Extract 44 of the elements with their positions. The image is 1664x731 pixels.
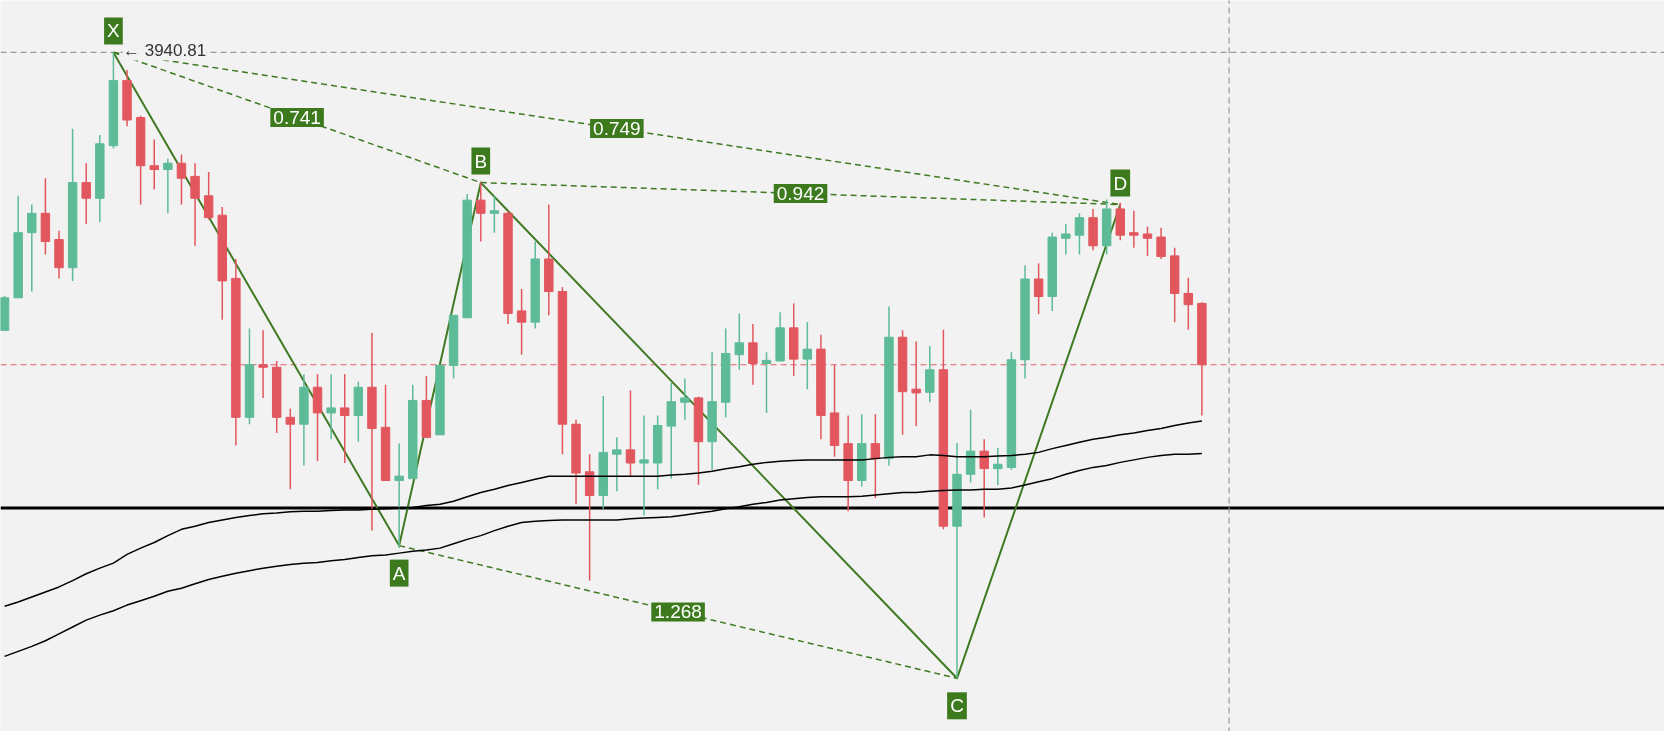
candlestick bbox=[203, 171, 214, 221]
candlestick bbox=[1033, 262, 1044, 315]
candlestick bbox=[734, 312, 745, 371]
candlestick bbox=[326, 373, 336, 440]
candlestick bbox=[1129, 210, 1139, 249]
candlestick bbox=[190, 162, 200, 247]
annotation: B bbox=[474, 150, 488, 172]
candlestick bbox=[965, 409, 976, 484]
candlestick bbox=[625, 389, 636, 477]
candlestick bbox=[1074, 212, 1085, 256]
text: C bbox=[950, 695, 964, 717]
candlestick bbox=[149, 138, 159, 191]
candlestick bbox=[394, 442, 404, 549]
candlestick bbox=[1183, 277, 1194, 331]
text: X bbox=[107, 20, 121, 42]
candlestick bbox=[516, 288, 527, 356]
candlestick bbox=[761, 351, 772, 414]
candlestick bbox=[285, 407, 296, 491]
candlestick bbox=[176, 153, 187, 206]
candlestick bbox=[27, 203, 37, 293]
annotation: 0.741 bbox=[273, 107, 321, 129]
candlestick bbox=[163, 158, 173, 215]
candlestick bbox=[1142, 225, 1153, 257]
annotation: 0.942 bbox=[776, 183, 825, 205]
annotation: 1.268 bbox=[654, 601, 702, 623]
candlestick bbox=[1061, 223, 1071, 256]
candlestick bbox=[979, 438, 989, 519]
candlestick bbox=[340, 373, 350, 464]
candlestick bbox=[81, 162, 91, 225]
candlestick bbox=[925, 345, 935, 404]
candlestick bbox=[802, 321, 813, 390]
ref-line-label: ← 3940.81 bbox=[122, 41, 207, 61]
candlestick bbox=[584, 453, 595, 582]
candlestick bbox=[870, 413, 881, 499]
annotation: A bbox=[392, 562, 406, 584]
candlestick bbox=[639, 414, 649, 517]
annotation: 0.749 bbox=[593, 117, 641, 139]
candlestick bbox=[1156, 226, 1166, 260]
candlestick bbox=[993, 447, 1003, 486]
candlestick bbox=[612, 436, 622, 492]
annotation: D bbox=[1113, 172, 1128, 194]
candlestick bbox=[476, 181, 486, 243]
candlestick bbox=[489, 195, 500, 234]
candlestick bbox=[680, 377, 690, 421]
